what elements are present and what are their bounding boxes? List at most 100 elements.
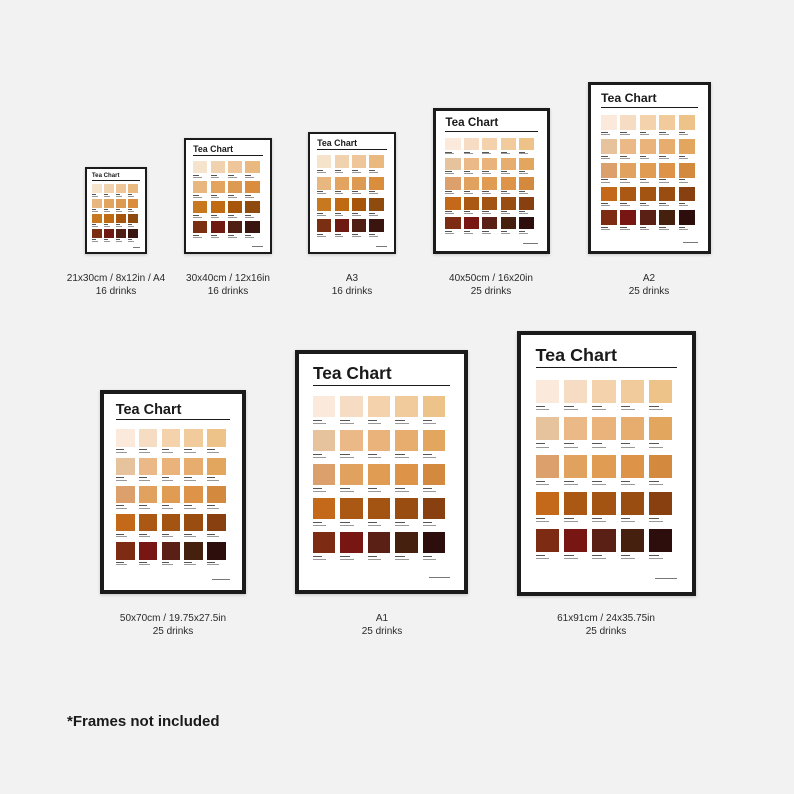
color-swatch [367, 464, 391, 486]
poster-title: Tea Chart [317, 138, 358, 149]
swatch-sublabel-line [128, 225, 134, 227]
swatch-label-line [91, 224, 97, 226]
swatch-label-line [128, 209, 133, 211]
swatch-label-line [422, 522, 432, 524]
swatch-sublabel-line [207, 536, 219, 538]
color-swatch [620, 186, 637, 202]
swatch-sublabel-line [639, 205, 650, 207]
drink-count-label: 16 drinks [207, 286, 249, 297]
swatch-label-line [352, 233, 358, 235]
size-caption: 40x50cm / 16x20in 25 drinks [426, 272, 556, 298]
color-swatch [115, 429, 135, 447]
swatch-label-line [352, 191, 358, 193]
swatch-sublabel-line [210, 196, 220, 198]
color-swatch [91, 198, 102, 209]
color-swatch [228, 220, 243, 234]
swatch-sublabel-line [367, 457, 382, 459]
swatch-sublabel-line [482, 173, 492, 175]
poster-footer-mark [655, 577, 678, 579]
swatch-label-line [592, 555, 603, 557]
swatch-sublabel-line [184, 508, 196, 510]
size-caption: 21x30cm / 8x12in / A4 16 drinks [51, 272, 181, 298]
swatch-sublabel-line [592, 409, 607, 411]
swatch-label-line [639, 203, 647, 205]
poster-frame-1: Tea Chart [85, 167, 147, 254]
swatch-sublabel-line [500, 173, 510, 175]
color-swatch [620, 529, 644, 553]
color-swatch [535, 529, 559, 553]
swatch-sublabel-line [115, 536, 127, 538]
swatch-label-line [367, 420, 378, 422]
swatch-label-line [128, 224, 133, 226]
swatch-label-line [210, 194, 217, 196]
color-swatch [128, 183, 138, 194]
color-swatch [367, 498, 391, 520]
swatch-label-line [463, 211, 471, 213]
swatch-label-line [563, 480, 574, 482]
color-swatch [395, 430, 418, 452]
swatch-sublabel-line [138, 536, 150, 538]
color-swatch [659, 138, 676, 154]
swatch-label-line [463, 231, 471, 233]
color-swatch [91, 228, 102, 238]
swatch-label-line [463, 171, 471, 173]
swatch-sublabel-line [184, 451, 196, 453]
color-swatch [103, 228, 114, 238]
poster-frame-7: Tea Chart [295, 350, 468, 594]
swatch-sublabel-line [138, 508, 150, 510]
title-rule [313, 384, 450, 386]
swatch-sublabel-line [128, 240, 134, 242]
swatch-sublabel-line [317, 235, 326, 237]
swatch-sublabel-line [592, 446, 607, 448]
swatch-label-line [500, 151, 508, 153]
swatch-sublabel-line [128, 195, 134, 197]
swatch-sublabel-line [313, 457, 327, 459]
swatch-sublabel-line [193, 236, 202, 238]
color-swatch [500, 137, 516, 151]
color-swatch [395, 532, 418, 554]
size-caption: 50x70cm / 19.75x27.5in 25 drinks [108, 612, 238, 638]
poster-frame-3: Tea Chart [308, 132, 396, 254]
swatch-sublabel-line [367, 525, 382, 527]
swatch-sublabel-line [445, 173, 455, 175]
swatch-label-line [649, 517, 659, 519]
color-swatch [245, 200, 260, 214]
swatch-label-line [91, 194, 97, 196]
color-swatch [207, 429, 227, 447]
swatch-label-line [678, 227, 686, 229]
swatch-sublabel-line [228, 216, 237, 218]
color-swatch [620, 162, 637, 178]
swatch-sublabel-line [245, 236, 254, 238]
swatch-sublabel-line [678, 229, 689, 231]
swatch-label-line [313, 420, 323, 422]
swatch-sublabel-line [519, 232, 529, 234]
swatch-label-line [138, 505, 147, 507]
swatch-sublabel-line [678, 133, 689, 135]
color-swatch [340, 464, 363, 486]
swatch-label-line [639, 155, 647, 157]
color-swatch [369, 218, 384, 233]
color-swatch [678, 138, 695, 154]
poster-footer-mark [523, 243, 538, 245]
color-swatch [138, 485, 158, 504]
swatch-sublabel-line [91, 210, 98, 212]
swatch-label-line [367, 556, 378, 558]
swatch-sublabel-line [128, 210, 134, 212]
color-swatch [313, 464, 336, 486]
swatch-label-line [115, 449, 124, 451]
poster-footer-mark [375, 245, 387, 247]
swatch-sublabel-line [245, 196, 254, 198]
size-caption: 61x91cm / 24x35.75in 25 drinks [541, 612, 671, 638]
color-swatch [445, 217, 461, 230]
color-swatch [422, 430, 446, 452]
color-swatch [115, 513, 135, 532]
swatch-label-line [620, 517, 631, 519]
swatch-label-line [445, 171, 452, 173]
swatch-label-line [115, 561, 124, 563]
swatch-label-line [592, 406, 603, 408]
swatch-sublabel-line [678, 157, 689, 159]
color-swatch [535, 380, 559, 404]
color-swatch [592, 529, 616, 553]
swatch-label-line [340, 420, 350, 422]
swatch-sublabel-line [352, 214, 361, 216]
